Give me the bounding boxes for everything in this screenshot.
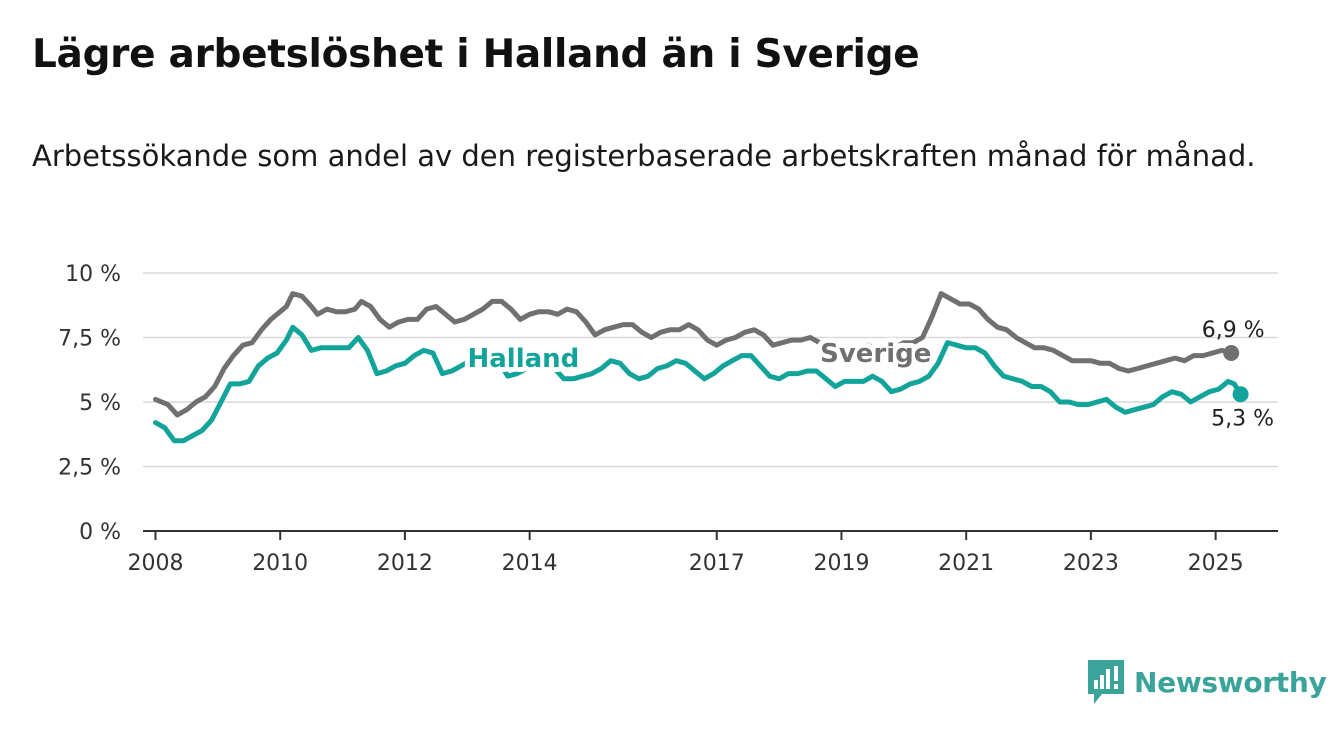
series-line-sverige <box>153 291 1234 418</box>
chart-title: Lägre arbetslöshet i Halland än i Sverig… <box>32 32 920 77</box>
x-tick-label: 2014 <box>502 551 558 576</box>
series-end-label-halland: 5,3 % <box>1211 406 1274 431</box>
series-end-marker-halland <box>1232 386 1249 403</box>
series-annotation-halland: Halland <box>468 344 580 374</box>
series-end-label-sverige: 6,9 % <box>1202 318 1265 343</box>
series-annotation-sverige: Sverige <box>820 339 931 369</box>
y-tick-label: 0 % <box>79 520 121 545</box>
y-tick-label: 5 % <box>79 391 121 416</box>
y-tick-label: 10 % <box>65 262 121 287</box>
x-axis-ticks: 2008 2010 2012 2014 2017 2019 2021 2023 2025 <box>127 531 1244 576</box>
x-tick-label: 2017 <box>689 551 745 576</box>
newsworthy-logo: Newsworthy <box>1088 660 1327 704</box>
x-tick-label: 2019 <box>813 551 869 576</box>
series-lines <box>153 291 1249 444</box>
x-tick-label: 2021 <box>938 551 994 576</box>
series-labels: 6,9 % 5,3 % Halland Sverige <box>463 318 1275 431</box>
y-tick-label: 7,5 % <box>58 327 121 352</box>
brand-name: Newsworthy <box>1134 665 1327 699</box>
series-line-halland <box>153 324 1244 444</box>
x-tick-label: 2008 <box>127 551 183 576</box>
x-tick-label: 2012 <box>377 551 433 576</box>
x-tick-label: 2025 <box>1188 551 1244 576</box>
y-tick-label: 2,5 % <box>58 456 121 481</box>
series-end-marker-sverige <box>1223 344 1240 361</box>
y-axis-ticks: 0 % 2,5 % 5 % 7,5 % 10 % <box>58 262 121 545</box>
bar-chart-icon <box>1088 660 1124 704</box>
chart-subtitle: Arbetssökande som andel av den registerb… <box>32 139 1256 173</box>
x-tick-label: 2010 <box>252 551 308 576</box>
x-tick-label: 2023 <box>1063 551 1119 576</box>
